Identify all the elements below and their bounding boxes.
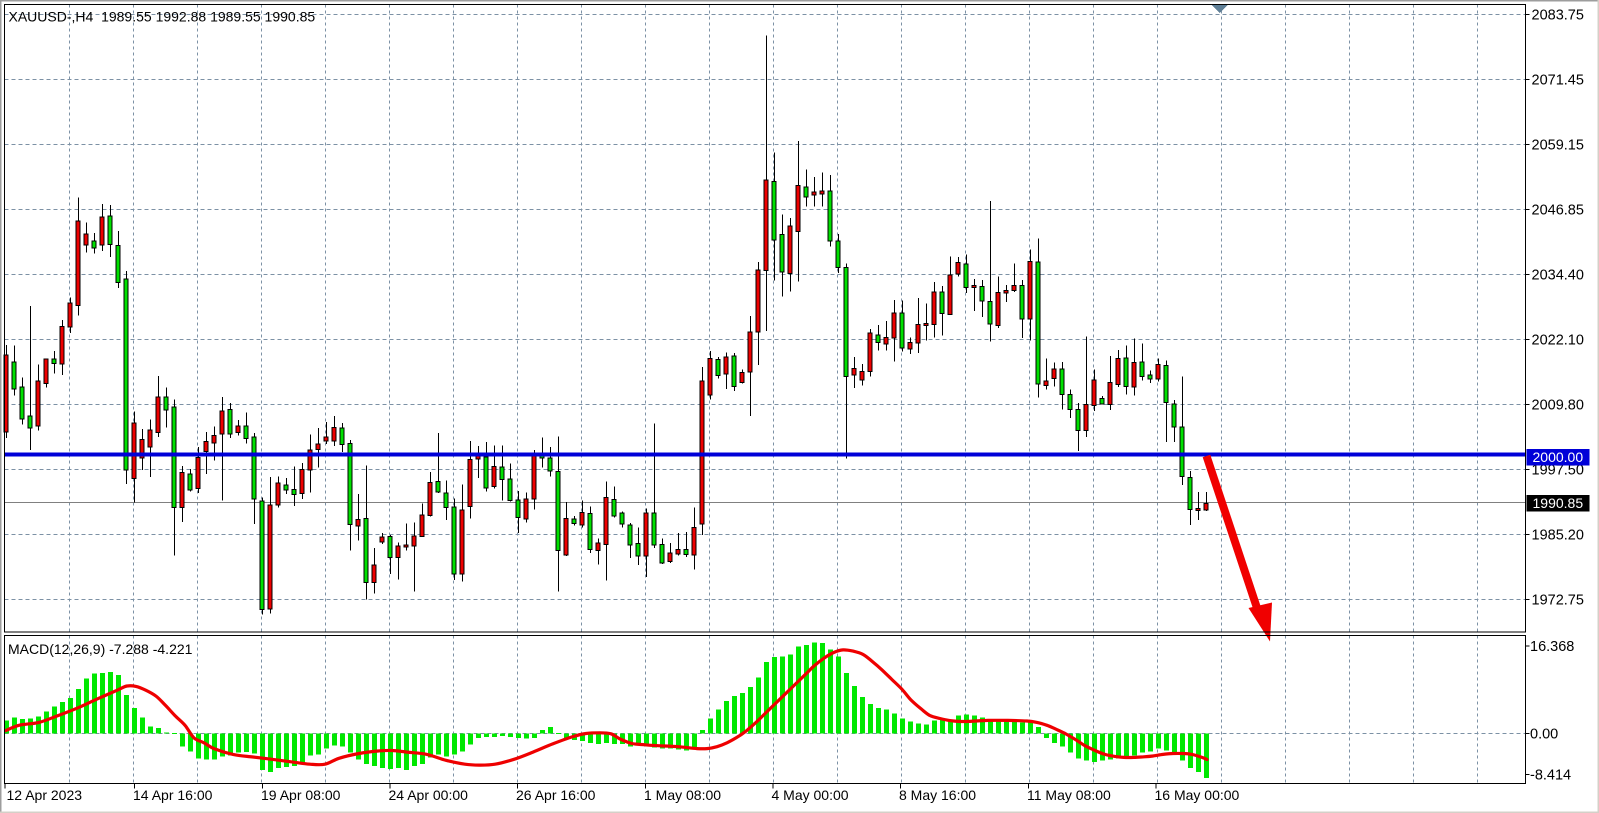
svg-text:11 May 08:00: 11 May 08:00 xyxy=(1027,787,1111,803)
svg-text:1997.50: 1997.50 xyxy=(1532,463,1584,479)
svg-text:-8.414: -8.414 xyxy=(1530,768,1571,784)
svg-text:2071.45: 2071.45 xyxy=(1532,73,1584,89)
svg-text:2000.00: 2000.00 xyxy=(1533,449,1584,465)
svg-text:0.00: 0.00 xyxy=(1530,727,1558,743)
svg-text:2009.80: 2009.80 xyxy=(1532,398,1584,414)
svg-text:14 Apr 16:00: 14 Apr 16:00 xyxy=(133,787,213,803)
svg-text:1985.20: 1985.20 xyxy=(1532,528,1584,544)
svg-text:2034.40: 2034.40 xyxy=(1532,268,1584,284)
svg-text:4 May 00:00: 4 May 00:00 xyxy=(772,787,849,803)
svg-text:2046.85: 2046.85 xyxy=(1532,203,1584,219)
svg-text:2022.10: 2022.10 xyxy=(1532,333,1584,349)
svg-text:26 Apr 16:00: 26 Apr 16:00 xyxy=(516,787,596,803)
svg-text:19 Apr 08:00: 19 Apr 08:00 xyxy=(261,787,341,803)
svg-text:1 May 08:00: 1 May 08:00 xyxy=(644,787,721,803)
svg-text:12 Apr 2023: 12 Apr 2023 xyxy=(7,787,83,803)
svg-text:1990.85: 1990.85 xyxy=(1533,495,1584,511)
svg-text:MACD(12,26,9) -7.288 -4.221: MACD(12,26,9) -7.288 -4.221 xyxy=(8,641,193,657)
svg-text:2059.15: 2059.15 xyxy=(1532,138,1584,154)
svg-text:16.368: 16.368 xyxy=(1530,639,1574,655)
svg-text:24 Apr 00:00: 24 Apr 00:00 xyxy=(389,787,469,803)
svg-text:2083.75: 2083.75 xyxy=(1532,8,1584,24)
svg-text:1972.75: 1972.75 xyxy=(1532,593,1584,609)
svg-text:XAUUSD-,H4 1989.55 1992.88 19: XAUUSD-,H4 1989.55 1992.88 1989.55 1990.… xyxy=(9,9,316,25)
svg-text:8 May 16:00: 8 May 16:00 xyxy=(899,787,976,803)
svg-text:16 May 00:00: 16 May 00:00 xyxy=(1155,787,1240,803)
